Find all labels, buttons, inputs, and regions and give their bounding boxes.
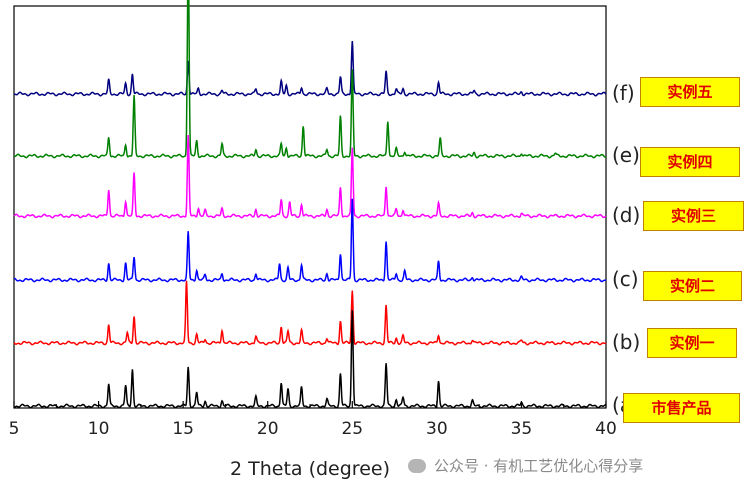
series-label-d: (d) bbox=[612, 203, 641, 227]
legend-tag-b: 实例一 bbox=[647, 328, 737, 358]
x-tick-label-25: 25 bbox=[341, 419, 363, 439]
x-axis-label: 2 Theta (degree) bbox=[230, 458, 390, 480]
series-label-f: (f) bbox=[612, 81, 635, 105]
x-tick-label-35: 35 bbox=[511, 419, 533, 439]
x-tick-label-10: 10 bbox=[88, 419, 110, 439]
wechat-icon bbox=[408, 459, 426, 473]
series-line-a bbox=[14, 310, 607, 409]
x-tick-label-15: 15 bbox=[172, 419, 194, 439]
legend-tag-f: 实例五 bbox=[640, 77, 740, 107]
legend-tag-c: 实例二 bbox=[643, 271, 742, 301]
legend-tag-e: 实例四 bbox=[640, 147, 740, 177]
watermark-text: 公众号 · 有机工艺优化心得分享 bbox=[434, 457, 644, 475]
legend-tag-d: 实例三 bbox=[643, 201, 744, 231]
series-line-e bbox=[13, 0, 607, 159]
x-tick-label-5: 5 bbox=[9, 419, 20, 439]
x-tick-label-20: 20 bbox=[257, 419, 279, 439]
watermark: 公众号 · 有机工艺优化心得分享 bbox=[408, 455, 643, 476]
series-line-b bbox=[13, 280, 607, 346]
x-tick-label-30: 30 bbox=[426, 419, 448, 439]
series-label-b: (b) bbox=[612, 330, 641, 354]
series-label-c: (c) bbox=[612, 267, 639, 291]
series-line-f bbox=[13, 40, 607, 97]
x-tick-label-40: 40 bbox=[595, 419, 617, 439]
series-line-c bbox=[14, 198, 607, 283]
plot-frame bbox=[13, 5, 607, 409]
legend-tag-a: 市售产品 bbox=[623, 393, 740, 423]
series-label-e: (e) bbox=[612, 143, 640, 167]
series-line-d bbox=[13, 134, 607, 219]
